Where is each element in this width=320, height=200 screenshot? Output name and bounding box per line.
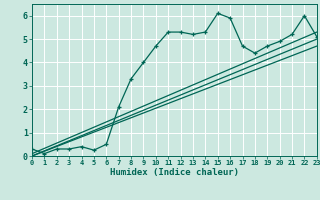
X-axis label: Humidex (Indice chaleur): Humidex (Indice chaleur) (110, 168, 239, 177)
